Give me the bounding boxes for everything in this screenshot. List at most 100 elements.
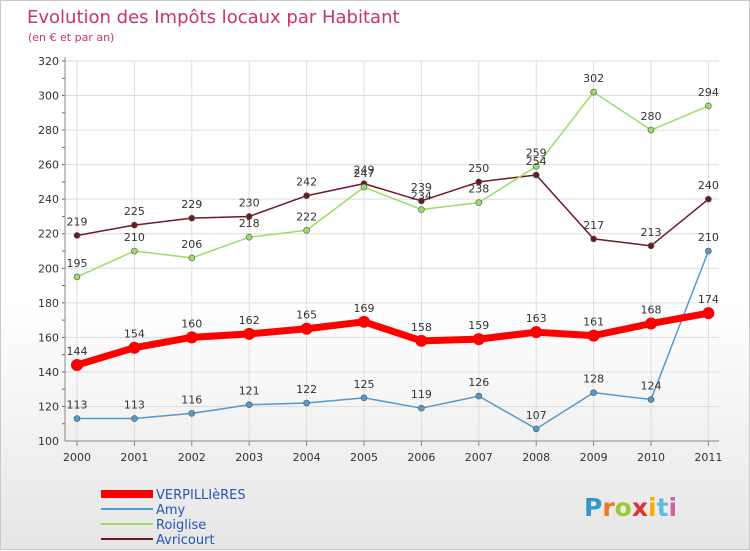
logo-letter: i (669, 493, 678, 522)
data-label: 122 (296, 383, 317, 396)
data-label: 225 (124, 205, 145, 218)
data-point (532, 425, 540, 433)
data-label: 160 (181, 317, 202, 330)
data-label: 219 (67, 215, 88, 228)
data-point (705, 102, 712, 110)
data-label: 174 (698, 293, 719, 306)
data-label: 119 (411, 388, 432, 401)
data-point (472, 333, 485, 346)
data-point (358, 315, 370, 328)
data-label: 210 (124, 231, 145, 244)
data-label: 165 (296, 309, 317, 322)
data-label: 250 (468, 162, 489, 175)
logo-letter: P (584, 493, 602, 522)
y-tick-label-160: 160 (38, 331, 59, 344)
x-tick-label-2000: 2000 (63, 451, 91, 464)
series-avricourt (73, 171, 712, 250)
y-tick-label-240: 240 (38, 193, 59, 206)
data-point (188, 410, 196, 417)
data-label: 229 (181, 198, 202, 211)
data-label: 254 (526, 155, 547, 168)
data-point (645, 317, 657, 330)
data-point (418, 197, 425, 205)
data-point (475, 392, 483, 400)
data-labels: 219 225 229 230 242 249 239 250 254 217 213 240 195 2… (67, 72, 719, 422)
data-point (418, 206, 425, 213)
data-label: 259 (526, 146, 547, 159)
data-point (590, 389, 597, 396)
data-point (245, 213, 253, 220)
data-label: 240 (698, 179, 719, 192)
legend-label-avricourt: Avricourt (156, 533, 215, 548)
data-point (245, 233, 253, 241)
series-amy (73, 247, 712, 433)
data-point (647, 396, 655, 403)
proxiti-logo: Proxiti (584, 493, 677, 522)
data-point (415, 334, 428, 347)
data-point (131, 247, 138, 255)
data-label: 154 (124, 328, 145, 341)
data-point (73, 232, 81, 239)
data-point (590, 235, 597, 243)
data-point (647, 242, 655, 250)
data-label: 242 (296, 176, 317, 189)
chart-title: Evolution des Impôts locaux par Habitant (27, 7, 400, 28)
series-line-verpillières (75, 309, 710, 369)
legend-label-amy: Amy (156, 503, 186, 518)
x-tick-label-2004: 2004 (293, 451, 321, 464)
x-tick-label-2001: 2001 (120, 451, 148, 464)
y-tick-label-200: 200 (38, 262, 59, 275)
data-label: 217 (583, 219, 604, 232)
data-label: 161 (583, 316, 604, 329)
x-tick-label-2010: 2010 (637, 451, 665, 464)
x-tick-label-2002: 2002 (178, 451, 206, 464)
data-point (360, 394, 368, 402)
data-label: 238 (468, 183, 489, 196)
y-tick-label-280: 280 (38, 124, 59, 137)
logo-letter: i (648, 493, 657, 522)
data-label: 125 (354, 378, 375, 391)
data-label: 158 (411, 321, 432, 334)
data-point (243, 327, 256, 340)
data-point (131, 221, 138, 229)
data-point (418, 404, 425, 412)
data-label: 213 (641, 226, 662, 239)
data-point (185, 331, 198, 344)
data-label: 210 (698, 231, 719, 244)
x-tick-label-2007: 2007 (465, 451, 493, 464)
data-label: 294 (698, 86, 719, 99)
data-point (532, 171, 540, 179)
data-point (303, 192, 310, 200)
axes: 100 120 140 160 180 200 220 240 260 280 300 320 2000… (38, 55, 722, 464)
data-label: 234 (411, 190, 432, 203)
series-line-roiglise (76, 91, 709, 278)
data-point (587, 329, 600, 342)
data-point (705, 247, 712, 255)
data-label: 159 (468, 319, 489, 332)
grid (65, 60, 719, 442)
data-label: 239 (411, 181, 432, 194)
y-tick-label-100: 100 (38, 435, 59, 448)
data-label: 168 (641, 304, 662, 317)
data-label: 113 (67, 399, 88, 412)
x-tick-label-2005: 2005 (350, 451, 378, 464)
x-tick-label-2008: 2008 (522, 451, 550, 464)
data-point (188, 214, 196, 222)
data-label: 113 (124, 399, 145, 412)
data-point (128, 341, 141, 354)
data-label: 124 (641, 380, 662, 393)
data-point (705, 195, 712, 203)
data-label: 195 (67, 257, 88, 270)
data-point (71, 359, 83, 371)
y-tick-label-260: 260 (38, 159, 59, 172)
y-tick-label-220: 220 (38, 228, 59, 241)
data-label: 302 (583, 72, 604, 85)
x-tick-label-2011: 2011 (694, 451, 722, 464)
series-roiglise (73, 88, 712, 281)
y-tick-label-140: 140 (38, 366, 59, 379)
data-label: 218 (239, 217, 260, 230)
data-label: 163 (526, 312, 547, 325)
data-label: 121 (239, 385, 260, 398)
data-point (530, 326, 543, 339)
